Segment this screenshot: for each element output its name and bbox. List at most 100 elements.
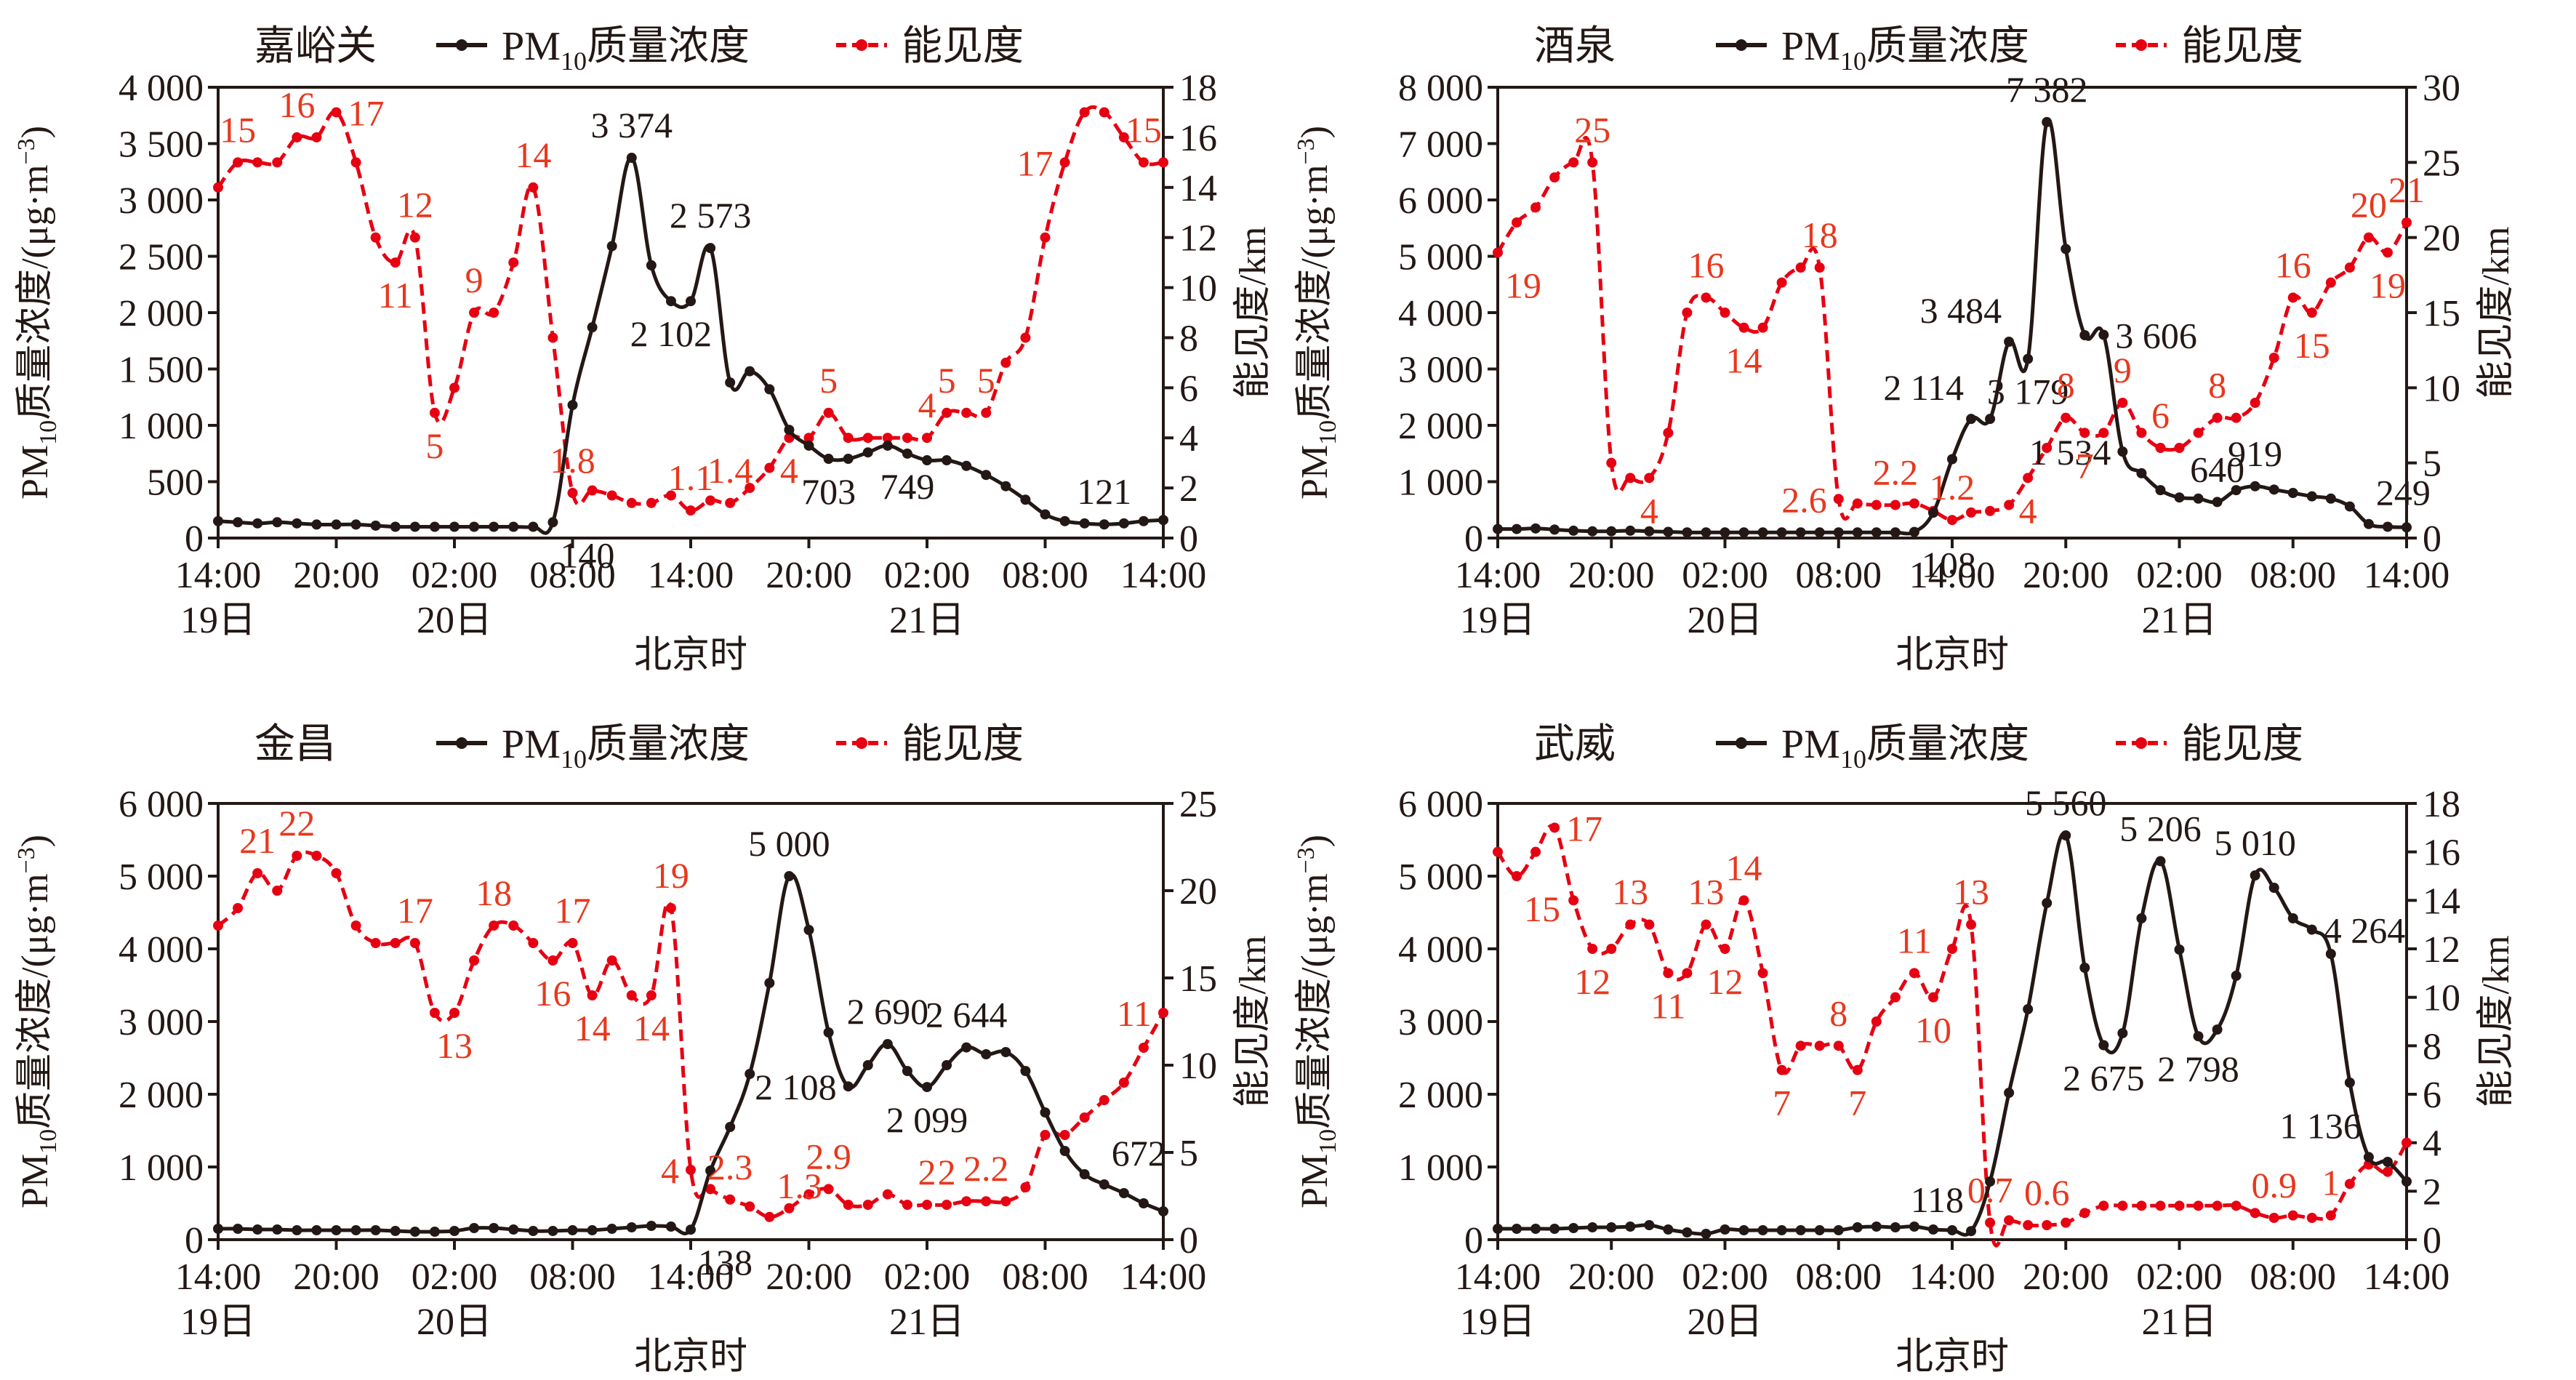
visibility-value-label: 14 (515, 135, 551, 175)
pm10-value-label: 5 206 (2119, 808, 2202, 849)
y2-tick-label: 20 (1179, 871, 1217, 912)
visibility-point (272, 886, 283, 896)
y2-tick-label: 16 (2423, 833, 2460, 874)
pm10-point (1568, 525, 1579, 536)
visibility-point (2325, 1210, 2336, 1221)
pm10-point (922, 455, 932, 466)
y-tick-label: 1 000 (1398, 1147, 1483, 1189)
visibility-point (823, 1184, 834, 1195)
pm10-point (843, 454, 854, 465)
pm10-point (606, 241, 617, 252)
visibility-point (272, 157, 283, 168)
pm10-point (1530, 1224, 1541, 1234)
visibility-point (2363, 232, 2374, 243)
pm10-point (961, 1042, 972, 1053)
pm10-value-label: 5 560 (2025, 782, 2107, 823)
pm10-point (1871, 527, 1882, 538)
y-tick-label: 3 000 (1398, 1002, 1483, 1043)
y-tick-label: 6 000 (1398, 784, 1483, 825)
legend-vis-label: 能见度 (902, 722, 1024, 767)
x-tick-label: 14:00 (648, 555, 734, 596)
visibility-point (646, 497, 657, 508)
pm10-value-label: 138 (698, 1242, 753, 1283)
visibility-point (1814, 262, 1825, 273)
x-tick-label: 20:00 (766, 555, 851, 596)
pm10-point (1663, 526, 1674, 537)
x-tick-label: 08:00 (2250, 1256, 2336, 1298)
legend-pm-marker-icon (456, 39, 468, 51)
pm10-point (2155, 856, 2166, 867)
day-label: 21日 (889, 600, 965, 641)
visibility-point (2004, 500, 2015, 510)
pm10-point (2212, 1024, 2223, 1035)
pm10-point (2061, 244, 2071, 254)
visibility-point (292, 851, 302, 861)
y2-axis-title: 能见度/km (1232, 936, 1274, 1108)
x-tick-label: 14:00 (1120, 1256, 1206, 1298)
visibility-point (1000, 357, 1011, 368)
pm10-point (2382, 1157, 2393, 1167)
pm10-value-label: 2 798 (2157, 1048, 2239, 1089)
pm10-value-label: 3 179 (1987, 372, 2069, 412)
visibility-value-label: 13 (1612, 872, 1648, 912)
visibility-point (1059, 1130, 1070, 1140)
visibility-point (2098, 1200, 2109, 1211)
visibility-point (1966, 919, 1977, 930)
x-axis-title: 北京时 (1895, 635, 2009, 676)
pm10-point (350, 519, 361, 530)
pm10-point (587, 322, 598, 333)
pm10-point (1852, 527, 1863, 538)
pm10-value-label: 2 099 (886, 1099, 968, 1140)
legend: 嘉峪关 PM10质量浓度 能见度 (254, 24, 1024, 76)
pm10-point (942, 1060, 952, 1070)
visibility-point (311, 851, 322, 861)
y-tick-label: 5 000 (119, 857, 204, 898)
visibility-point (1814, 1040, 1825, 1051)
legend-pm-marker-icon (456, 737, 468, 749)
pm10-point (1568, 1223, 1579, 1233)
pm10-point (2004, 1088, 2015, 1098)
pm10-point (1947, 454, 1957, 465)
pm10-point (1138, 516, 1149, 526)
pm10-point (882, 440, 893, 451)
pm10-point (1757, 1225, 1768, 1235)
visibility-point (1757, 322, 1768, 333)
pm10-point (547, 517, 558, 528)
day-label: 21日 (2141, 1301, 2217, 1343)
visibility-point (252, 157, 263, 168)
pm10-value-label: 108 (1922, 545, 1976, 585)
pm10-point (390, 1226, 401, 1236)
pm10-point (2174, 944, 2185, 955)
pm10-value-label: 2 690 (847, 991, 929, 1032)
x-tick-label: 02:00 (1682, 1256, 1768, 1298)
day-label: 19日 (1460, 1301, 1536, 1343)
visibility-value-label: 14 (1726, 847, 1762, 888)
pm10-point (2231, 971, 2242, 981)
y2-tick-label: 14 (1179, 168, 1217, 209)
pm10-point (311, 1225, 322, 1235)
visibility-value-label: 16 (2275, 244, 2311, 285)
pm10-point (745, 1069, 755, 1079)
pm10-point (1738, 527, 1749, 538)
visibility-value-label: 4 (1640, 490, 1658, 531)
visibility-value-label: 5 (425, 425, 444, 466)
visibility-point (1530, 202, 1541, 213)
y-tick-label: 6 000 (119, 784, 204, 825)
y2-tick-label: 14 (2423, 880, 2460, 922)
visibility-point (626, 990, 637, 1000)
visibility-point (1099, 107, 1110, 118)
pm10-point (705, 243, 716, 254)
visibility-value-label: 8 (2057, 365, 2075, 406)
visibility-value-label: 2 (938, 1152, 956, 1192)
visibility-value-label: 16 (278, 84, 315, 125)
x-tick-label: 02:00 (1682, 555, 1768, 596)
visibility-point (902, 1200, 912, 1210)
pm10-point (1757, 527, 1768, 538)
visibility-value-label: 17 (1566, 808, 1602, 849)
pm10-point (1099, 1179, 1110, 1190)
visibility-point (843, 1200, 854, 1210)
x-axis-title: 北京时 (634, 635, 747, 676)
x-tick-label: 20:00 (293, 1256, 379, 1298)
visibility-point (1738, 322, 1749, 333)
pm10-point (2363, 518, 2374, 529)
